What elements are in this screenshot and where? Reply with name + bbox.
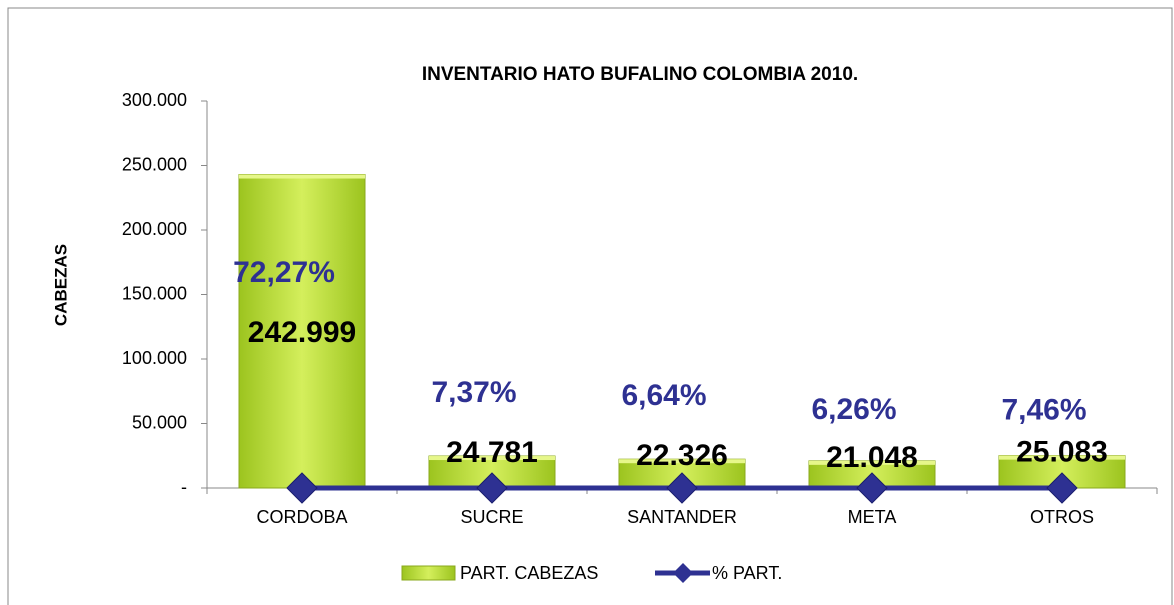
y-tick-label: 50.000 [132, 412, 187, 432]
x-tick-label: CORDOBA [256, 507, 347, 527]
bar-top [619, 459, 745, 464]
percent-label: 72,27% [233, 256, 335, 289]
y-axis-title: CABEZAS [51, 244, 70, 326]
marker [666, 472, 698, 504]
y-tick-label: 100.000 [122, 348, 187, 368]
marker [286, 472, 318, 504]
y-tick-label: - [181, 477, 187, 497]
value-label: 22.326 [636, 439, 728, 472]
bar-top [809, 460, 935, 465]
percent-label: 6,64% [621, 379, 706, 412]
bar-top [999, 455, 1125, 460]
legend-label: PART. CABEZAS [460, 563, 598, 583]
percent-label: 6,26% [811, 393, 896, 426]
bar-top [239, 174, 365, 179]
bar [238, 174, 366, 489]
percent-label: 7,46% [1001, 394, 1086, 427]
chart-title: INVENTARIO HATO BUFALINO COLOMBIA 2010. [422, 64, 858, 85]
y-tick-label: 200.000 [122, 219, 187, 239]
marker [856, 472, 888, 504]
legend-swatch [401, 565, 456, 581]
y-tick-label: 250.000 [122, 154, 187, 174]
value-label: 21.048 [826, 441, 918, 474]
value-label: 25.083 [1016, 436, 1108, 469]
marker [476, 472, 508, 504]
x-tick-label: META [848, 507, 897, 527]
legend: PART. CABEZAS % PART. [401, 563, 782, 583]
y-tick-label: 150.000 [122, 283, 187, 303]
y-tick-label: 300.000 [122, 90, 187, 110]
x-tick-label: SUCRE [460, 507, 523, 527]
bar-top [429, 456, 555, 461]
legend-label: % PART. [712, 563, 782, 583]
chart-border [7, 7, 1173, 605]
x-tick-label: OTROS [1030, 507, 1094, 527]
marker [1046, 472, 1078, 504]
percent-label: 7,37% [431, 376, 516, 409]
legend-marker [673, 563, 693, 583]
x-tick-label: SANTANDER [627, 507, 737, 527]
value-label: 242.999 [248, 316, 356, 349]
value-label: 24.781 [446, 436, 538, 469]
